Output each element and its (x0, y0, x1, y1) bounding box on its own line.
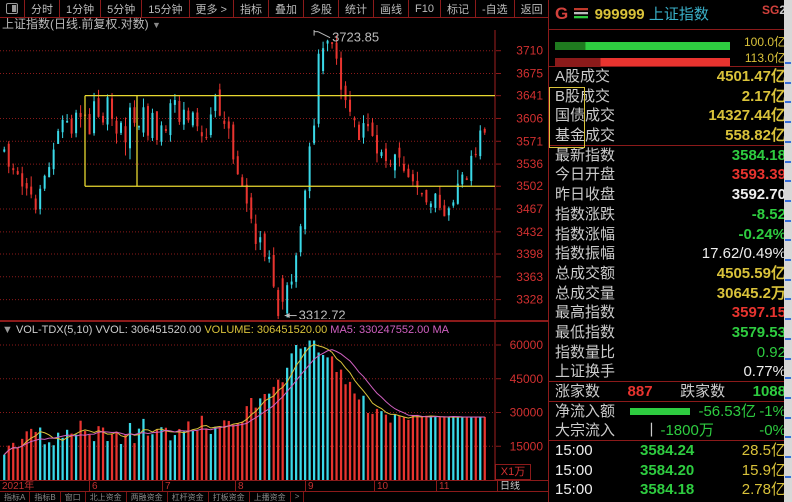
svg-text:3641: 3641 (516, 89, 543, 103)
svg-text:3723.85: 3723.85 (332, 30, 379, 45)
svg-text:3398: 3398 (516, 247, 543, 261)
svg-text:3502: 3502 (516, 179, 543, 193)
svg-text:3328: 3328 (516, 293, 543, 307)
svg-text:3675: 3675 (516, 67, 543, 81)
svg-text:3710: 3710 (516, 44, 543, 58)
svg-text:3312.72: 3312.72 (299, 308, 346, 319)
svg-text:15000: 15000 (510, 439, 544, 453)
svg-text:3536: 3536 (516, 157, 543, 171)
svg-text:30000: 30000 (510, 406, 544, 420)
svg-text:3432: 3432 (516, 225, 543, 239)
svg-text:3606: 3606 (516, 111, 543, 125)
svg-text:3363: 3363 (516, 270, 543, 284)
svg-text:3571: 3571 (516, 134, 543, 148)
svg-text:60000: 60000 (510, 338, 544, 352)
svg-text:45000: 45000 (510, 372, 544, 386)
svg-text:3467: 3467 (516, 202, 543, 216)
